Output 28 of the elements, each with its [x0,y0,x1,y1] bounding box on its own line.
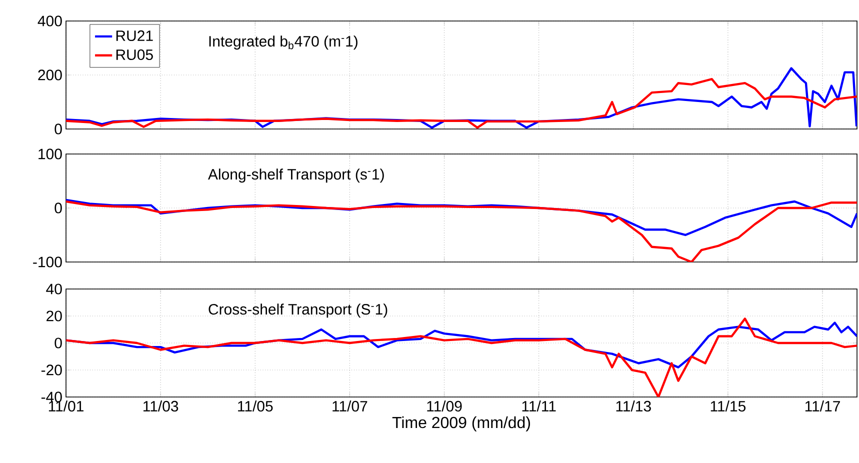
text: Integrated b$_{b}$470 (m$^{-}$1) [209,36,358,50]
y-tick-label: 0 [54,124,62,134]
x-tick-label: 11/03 [143,400,178,412]
x-tick-label: 11/15 [710,400,746,412]
text: Cross-shelf Transport (S$^{-}$1) [208,304,388,318]
y-tick-label: 100 [38,148,62,160]
x-tick-label: 11/13 [616,400,651,412]
legend-label: RU21 [116,30,153,42]
y-tick-label: 40 [46,284,62,294]
y-tick-label: -40 [41,392,62,402]
x-tick-label: 11/11 [522,400,556,412]
line-series [66,318,858,397]
y-tick-label: 0 [54,338,62,348]
y-tick-label: -20 [41,364,62,376]
text: Along-shelf Transport (s$^{-}$1) [208,168,384,183]
x-tick-label: 11/09 [427,400,462,412]
x-tick-label: 11/05 [238,400,273,412]
legend-label: RU05 [116,49,153,60]
y-tick-label: 20 [46,310,62,322]
x-tick-label: 11/01 [48,400,84,412]
x-axis-title: Time 2009 (mm/dd) [392,416,530,432]
line-series [66,67,858,129]
y-tick-label: 0 [54,202,62,214]
y-tick-label: 400 [38,16,62,26]
y-tick-label: 200 [38,70,62,80]
y-tick-label: -100 [33,256,62,268]
x-tick-label: 11/07 [332,400,368,412]
x-tick-label: 11/17 [805,400,840,412]
